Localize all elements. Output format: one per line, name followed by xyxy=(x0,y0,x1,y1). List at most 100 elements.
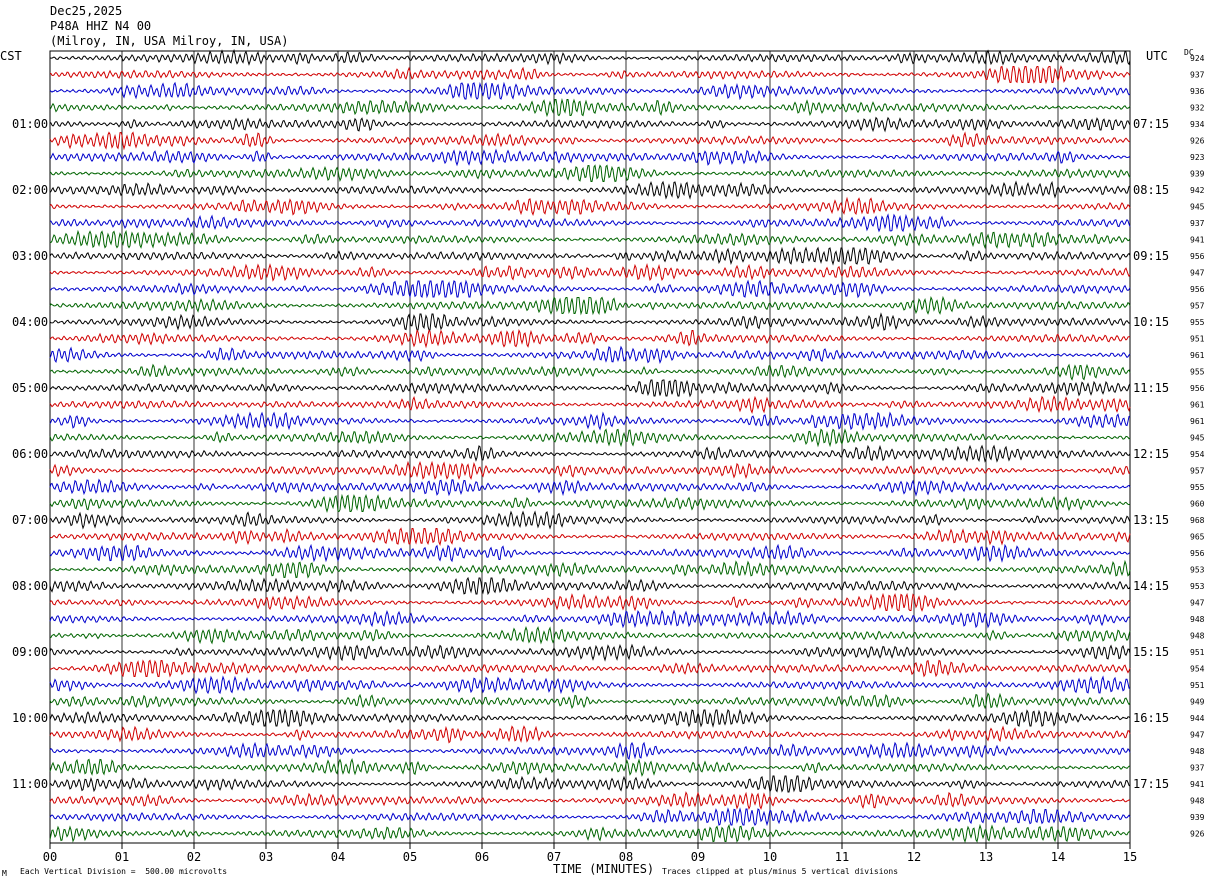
dc-offset-label: 955 xyxy=(1190,368,1205,377)
trace-line xyxy=(49,213,1131,233)
dc-offset-label: 945 xyxy=(1190,203,1205,212)
trace-line xyxy=(49,148,1131,167)
trace-line xyxy=(49,379,1131,398)
dc-offset-label: 965 xyxy=(1190,533,1205,542)
left-hour-label: 03:00 xyxy=(12,249,48,263)
left-hour-label: 06:00 xyxy=(12,447,48,461)
right-hour-label: 07:15 xyxy=(1133,117,1169,131)
x-tick-label: 13 xyxy=(979,850,993,864)
dc-offset-label: 939 xyxy=(1190,813,1205,822)
trace-line xyxy=(49,460,1131,480)
trace-line xyxy=(49,363,1131,381)
trace-line xyxy=(49,263,1131,282)
trace-line xyxy=(49,643,1131,662)
trace-line xyxy=(49,576,1131,596)
trace-line xyxy=(49,510,1131,530)
dc-offset-label: 937 xyxy=(1190,219,1205,228)
x-tick-label: 06 xyxy=(475,850,489,864)
dc-offset-label: 926 xyxy=(1190,830,1205,839)
dc-offset-label: 948 xyxy=(1190,747,1205,756)
dc-offset-label: 948 xyxy=(1190,797,1205,806)
trace-line xyxy=(49,493,1131,513)
trace-line xyxy=(49,807,1131,827)
x-tick-label: 14 xyxy=(1051,850,1065,864)
trace-line xyxy=(49,757,1131,777)
dc-offset-label: 924 xyxy=(1190,54,1205,63)
right-hour-label: 17:15 xyxy=(1133,777,1169,791)
right-hour-label: 08:15 xyxy=(1133,183,1169,197)
left-hour-label: 05:00 xyxy=(12,381,48,395)
x-tick-label: 05 xyxy=(403,850,417,864)
dc-offset-label: 956 xyxy=(1190,252,1205,261)
trace-line xyxy=(49,116,1131,133)
dc-offset-label: 947 xyxy=(1190,731,1205,740)
trace-line xyxy=(49,196,1131,216)
trace-line xyxy=(49,395,1131,415)
trace-line xyxy=(49,328,1131,349)
left-hour-label: 02:00 xyxy=(12,183,48,197)
dc-offset-label: 957 xyxy=(1190,467,1205,476)
x-axis-title: TIME (MINUTES) xyxy=(553,862,655,876)
dc-offset-label: 953 xyxy=(1190,582,1205,591)
plot-frame xyxy=(49,50,1131,844)
dc-offset-label: 956 xyxy=(1190,549,1205,558)
x-tick-label: 01 xyxy=(115,850,129,864)
dc-offset-label: 932 xyxy=(1190,104,1205,113)
trace-line xyxy=(49,48,1131,66)
dc-offset-label: 960 xyxy=(1190,500,1205,509)
left-hour-label: 08:00 xyxy=(12,579,48,593)
dc-offset-label: 939 xyxy=(1190,170,1205,179)
dc-offset-label: 936 xyxy=(1190,87,1205,96)
x-tick-label: 00 xyxy=(43,850,57,864)
trace-line xyxy=(49,65,1131,85)
left-hour-label: 04:00 xyxy=(12,315,48,329)
dc-offset-label: 948 xyxy=(1190,615,1205,624)
dc-offset-label: 942 xyxy=(1190,186,1205,195)
right-hour-label: 16:15 xyxy=(1133,711,1169,725)
left-hour-label: 07:00 xyxy=(12,513,48,527)
dc-offset-header: DC xyxy=(1184,48,1194,57)
x-tick-label: 09 xyxy=(691,850,705,864)
x-tick-label: 04 xyxy=(331,850,345,864)
dc-offset-label: 949 xyxy=(1190,698,1205,707)
trace-line xyxy=(49,279,1131,299)
x-tick-label: 11 xyxy=(835,850,849,864)
dc-offset-label: 955 xyxy=(1190,318,1205,327)
trace-line xyxy=(49,246,1131,266)
trace-line xyxy=(49,180,1131,200)
trace-line xyxy=(49,98,1131,118)
clip-note: Traces clipped at plus/minus 5 vertical … xyxy=(662,867,899,876)
x-tick-label: 03 xyxy=(259,850,273,864)
dc-offset-label: 951 xyxy=(1190,681,1205,690)
left-hour-label: 10:00 xyxy=(12,711,48,725)
trace-line xyxy=(49,741,1131,761)
trace-line xyxy=(49,229,1131,250)
trace-line xyxy=(49,592,1131,612)
dc-offset-label: 941 xyxy=(1190,236,1205,245)
dc-offset-label: 944 xyxy=(1190,714,1205,723)
trace-line xyxy=(49,345,1131,364)
trace-line xyxy=(49,478,1131,497)
corner-mark: M xyxy=(2,869,7,878)
right-hour-label: 15:15 xyxy=(1133,645,1169,659)
right-hour-label: 11:15 xyxy=(1133,381,1169,395)
trace-line xyxy=(49,131,1131,151)
trace-line xyxy=(49,823,1130,844)
trace-line xyxy=(49,692,1131,710)
trace-line xyxy=(49,708,1131,728)
dc-offset-label: 961 xyxy=(1190,401,1205,410)
station-channel: P48A HHZ N4 00 xyxy=(50,19,152,33)
left-timezone-label: CST xyxy=(0,49,22,63)
dc-offset-label: 951 xyxy=(1190,648,1205,657)
trace-line xyxy=(49,164,1131,183)
dc-offset-label: 956 xyxy=(1190,384,1205,393)
dc-offset-label: 954 xyxy=(1190,665,1205,674)
dc-offset-label: 961 xyxy=(1190,417,1205,426)
dc-offset-label: 926 xyxy=(1190,137,1205,146)
dc-offset-label: 937 xyxy=(1190,71,1205,80)
trace-line xyxy=(49,625,1131,645)
trace-line xyxy=(49,791,1131,810)
left-hour-label: 01:00 xyxy=(12,117,48,131)
x-tick-label: 12 xyxy=(907,850,921,864)
right-hour-label: 09:15 xyxy=(1133,249,1169,263)
